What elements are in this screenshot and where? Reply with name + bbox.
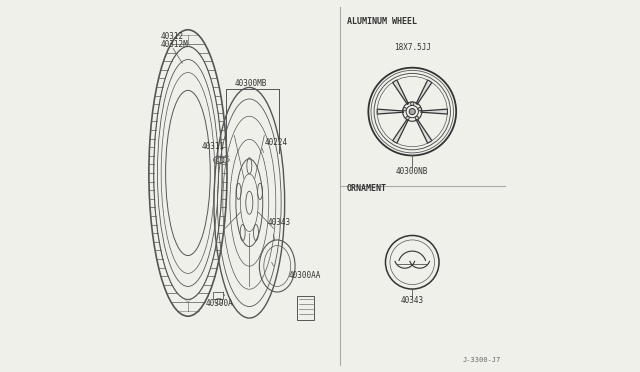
Text: 40343: 40343 [268, 218, 291, 227]
Text: 40224: 40224 [264, 138, 287, 147]
Polygon shape [393, 81, 408, 104]
Text: 40312M: 40312M [161, 39, 189, 48]
Circle shape [418, 108, 421, 111]
Text: 40300A: 40300A [205, 299, 233, 308]
Circle shape [411, 102, 414, 105]
Circle shape [409, 109, 415, 115]
Bar [296, 296, 314, 320]
Polygon shape [378, 109, 403, 114]
Text: 40300NB: 40300NB [396, 167, 428, 176]
Circle shape [406, 116, 409, 120]
Text: 40343: 40343 [401, 296, 424, 305]
Polygon shape [416, 81, 431, 104]
Polygon shape [393, 119, 408, 142]
Text: ALUMINUM WHEEL: ALUMINUM WHEEL [347, 17, 417, 26]
Text: 40311: 40311 [202, 142, 225, 151]
Text: 40300MB: 40300MB [234, 78, 267, 87]
Text: 40300AA: 40300AA [289, 271, 321, 280]
Text: ORNAMENT: ORNAMENT [347, 184, 387, 193]
Circle shape [415, 116, 419, 120]
Text: J-3300-J7: J-3300-J7 [462, 357, 500, 363]
Text: 40312: 40312 [161, 32, 184, 41]
Circle shape [403, 108, 406, 111]
Bar [213, 292, 223, 299]
Text: 18X7.5JJ: 18X7.5JJ [394, 43, 431, 52]
Polygon shape [421, 109, 447, 114]
Polygon shape [416, 119, 431, 142]
